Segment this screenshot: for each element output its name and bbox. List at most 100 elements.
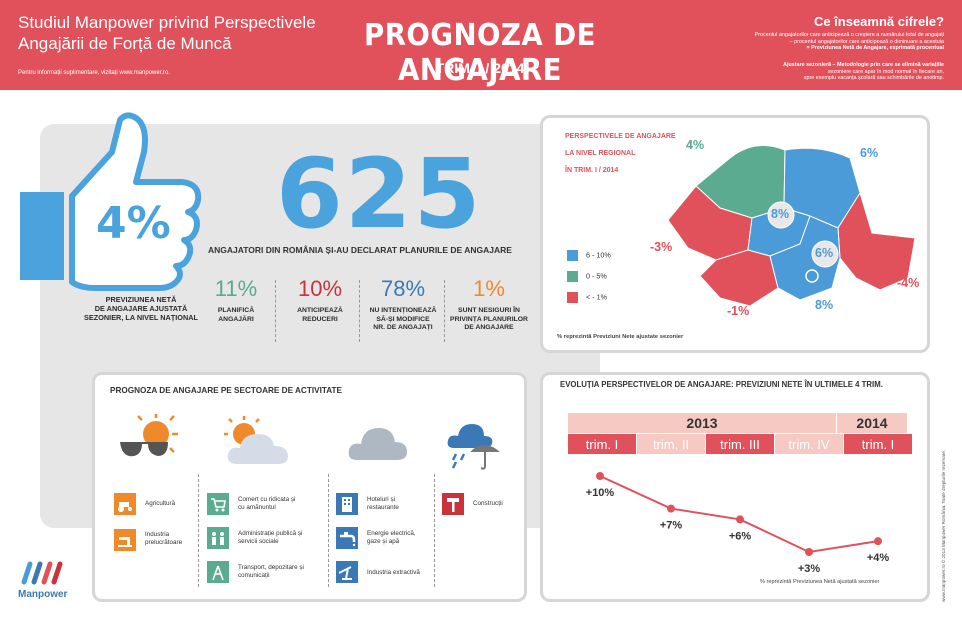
trend-point bbox=[596, 472, 604, 480]
legend-item: 6 - 10% bbox=[567, 250, 611, 261]
divider bbox=[434, 474, 435, 587]
formula-line3: = Previziunea Netă de Angajare, exprimat… bbox=[806, 45, 944, 51]
legend-swatch bbox=[567, 271, 578, 282]
map-label-nord-est: 6% bbox=[860, 146, 879, 160]
quarter-cell bbox=[706, 434, 774, 454]
stat-label-line1: NU INTENȚIONEAZĂ bbox=[369, 307, 437, 314]
trend-chart: 2013 2014 trim. I trim. II trim. III trim. … bbox=[568, 413, 912, 575]
quarter-label: trim. II bbox=[653, 437, 689, 452]
quarter-cell bbox=[568, 434, 636, 454]
sector-line1: Transport, depozitare și bbox=[238, 564, 304, 571]
formula-line1: Procentul angajatorilor care anticipează… bbox=[754, 32, 944, 38]
sector-agriculture: Agricultură bbox=[145, 500, 175, 508]
trend-card bbox=[540, 372, 930, 602]
legend-swatch bbox=[567, 292, 578, 303]
sector-line1: Energie electrică, bbox=[367, 530, 416, 537]
stat-value: 10% bbox=[297, 276, 343, 301]
map-label-sud-vest: -1% bbox=[727, 304, 750, 318]
trend-data-label: +3% bbox=[798, 563, 821, 575]
sector-mining: Industria extractivă bbox=[367, 569, 420, 577]
seasonal-line1: Ajustare sezonieră – Metodologie prin ca… bbox=[783, 62, 944, 68]
trend-data-label: +4% bbox=[867, 552, 890, 564]
sectors-card bbox=[92, 372, 527, 602]
survey-title: Studiul Manpower privind Perspectivele A… bbox=[18, 12, 318, 54]
legend-item: 0 - 5% bbox=[567, 271, 607, 282]
sector-hotels: Hoteluri și restaurante bbox=[367, 496, 399, 512]
thumbs-up-icon bbox=[20, 112, 202, 291]
stat-label-line1: SUNT NESIGURI ÎN bbox=[458, 307, 520, 314]
legend-label: 6 - 10% bbox=[586, 250, 611, 260]
legend-label: < - 1% bbox=[586, 292, 607, 302]
tower-icon bbox=[207, 561, 229, 583]
sector-line1: Comerț cu ridicata și bbox=[238, 496, 296, 503]
formula-line2: – procentul angajatorilor care anticipea… bbox=[789, 38, 944, 45]
explanation-seasonal: Ajustare sezonieră – Metodologie prin ca… bbox=[709, 62, 944, 82]
map-title-line2: LA NIVEL REGIONAL bbox=[565, 150, 636, 157]
more-info-link[interactable]: Pentru informații suplimentare, vizitați… bbox=[18, 70, 171, 76]
stat-no-change: 78% NU INTENȚIONEAZĂ SĂ-ȘI MODIFICE NR. … bbox=[362, 276, 444, 333]
trend-title: EVOLUȚIA PERSPECTIVELOR DE ANGAJARE: PRE… bbox=[560, 380, 883, 389]
rain-umbrella-icon bbox=[447, 424, 500, 470]
stat-hiring: 11% PLANIFICĂ ANGAJĂRI bbox=[195, 276, 277, 324]
national-outlook-caption: PREVIZIUNEA NETĂ DE ANGAJARE AJUSTATĂ SE… bbox=[66, 295, 216, 322]
stat-label: NU INTENȚIONEAZĂ SĂ-ȘI MODIFICE NR. DE A… bbox=[362, 307, 444, 333]
seasonal-line3: spre exemplu vacanța școlară sau schimbă… bbox=[803, 75, 944, 81]
trend-point bbox=[667, 504, 675, 513]
trend-point bbox=[805, 548, 813, 556]
legend-item: < - 1% bbox=[567, 292, 607, 303]
sector-trade: Comerț cu ridicata și cu amănuntul bbox=[238, 496, 295, 512]
faucet-icon bbox=[336, 527, 358, 549]
map-note: % reprezintă Previziuni Nete ajustate se… bbox=[557, 334, 684, 340]
sector-line1: Industria bbox=[145, 531, 170, 538]
map-label-est: -4% bbox=[897, 276, 920, 290]
sector-line2: restaurante bbox=[367, 504, 399, 511]
legend-swatch bbox=[567, 250, 578, 261]
trend-point bbox=[874, 537, 882, 546]
quarter-cell bbox=[844, 434, 912, 454]
sector-line1: Construcții bbox=[473, 500, 503, 507]
seasonal-line2: sezoniere care apar în mod normal în fie… bbox=[827, 68, 944, 75]
quarter-label: trim. I bbox=[586, 437, 619, 452]
sector-line1: Administrație publică și bbox=[238, 530, 303, 537]
explanation-title: Ce înseamnă cifrele? bbox=[813, 14, 944, 29]
sector-line1: Industria extractivă bbox=[367, 569, 420, 576]
map-label-vest: -3% bbox=[650, 240, 673, 254]
stat-label-line3: NR. DE ANGAJAȚI bbox=[373, 324, 433, 331]
stat-label: PLANIFICĂ ANGAJĂRI bbox=[195, 307, 277, 324]
quarter-cell bbox=[637, 434, 705, 454]
sector-manufacturing: Industria prelucrătoare bbox=[145, 531, 182, 547]
cloud-icon bbox=[348, 428, 407, 460]
stat-label-line3: DE ANGAJARE bbox=[464, 324, 514, 331]
page-title: PROGNOZA DE ANGAJARE bbox=[364, 18, 596, 88]
map-label-bucuresti: 8% bbox=[815, 298, 834, 312]
quarter-cell bbox=[775, 434, 843, 454]
stat-label-line1: ANTICIPEAZĂ bbox=[297, 307, 343, 314]
stat-label-line2: ANGAJĂRI bbox=[218, 315, 254, 323]
employers-caption: ANGAJATORI DIN ROMÂNIA ȘI-AU DECLARAT PL… bbox=[208, 245, 512, 255]
stat-value: 78% bbox=[380, 276, 426, 301]
explanation-formula: Procentul angajatorilor care anticipează… bbox=[709, 32, 944, 52]
hotel-icon bbox=[336, 493, 358, 515]
divider bbox=[275, 280, 276, 342]
sector-public-admin: Administrație publică și servicii sociale bbox=[238, 530, 302, 546]
stat-label-line2: PRIVINȚA PLANURILOR bbox=[450, 315, 528, 323]
sector-line2: prelucrătoare bbox=[145, 539, 183, 546]
sector-line2: comunicații bbox=[238, 572, 270, 579]
stat-label-line1: PLANIFICĂ bbox=[217, 307, 255, 314]
stat-value: 1% bbox=[473, 276, 505, 301]
sector-transport: Transport, depozitare și comunicații bbox=[238, 564, 304, 580]
divider bbox=[328, 474, 329, 587]
caption-line2: DE ANGAJARE AJUSTATĂ bbox=[94, 304, 188, 313]
trend-data-label: +7% bbox=[660, 520, 683, 532]
trend-note: % reprezintă Previziunea Netă ajustată s… bbox=[760, 579, 880, 585]
sectors-title: PROGNOZA DE ANGAJARE PE SECTOARE DE ACTI… bbox=[110, 386, 342, 395]
stat-value: 11% bbox=[214, 276, 258, 301]
map-title-line3: ÎN TRIM. I / 2014 bbox=[565, 167, 619, 174]
trend-data-label: +10% bbox=[586, 487, 615, 499]
sun-cloud-icon bbox=[224, 416, 288, 464]
survey-title-line1: Studiul Manpower privind Perspectivele bbox=[18, 13, 316, 32]
brand-name: Manpower bbox=[18, 589, 68, 600]
year-label-2013: 2013 bbox=[686, 415, 717, 431]
year-label-2014: 2014 bbox=[856, 415, 887, 431]
romania-map bbox=[667, 145, 915, 307]
